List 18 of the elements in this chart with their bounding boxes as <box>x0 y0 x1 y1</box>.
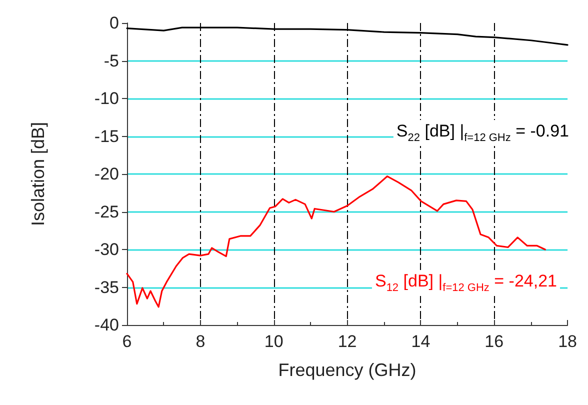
y-tick-label: -40 <box>94 316 119 334</box>
x-tick-label: 18 <box>558 332 578 351</box>
x-tick-label: 6 <box>122 332 132 351</box>
x-tick-label: 12 <box>338 332 357 351</box>
y-tick-label: -35 <box>94 278 119 297</box>
y-axis-title: Isolation [dB] <box>28 122 48 226</box>
x-tick-label: 16 <box>484 332 504 351</box>
x-tick-label: 10 <box>264 332 284 351</box>
y-tick-label: -20 <box>94 164 119 184</box>
y-tick-label: -25 <box>94 202 119 222</box>
x-tick-label: 14 <box>411 332 430 351</box>
y-tick-label: -10 <box>94 89 119 108</box>
y-tick-label: 0 <box>110 14 119 32</box>
y-tick-label: -5 <box>104 51 119 70</box>
y-tick-label: -15 <box>94 126 119 146</box>
x-tick-label: 8 <box>196 332 206 351</box>
y-tick-label: -30 <box>94 240 119 259</box>
x-axis-title: Frequency (GHz) <box>278 360 416 380</box>
